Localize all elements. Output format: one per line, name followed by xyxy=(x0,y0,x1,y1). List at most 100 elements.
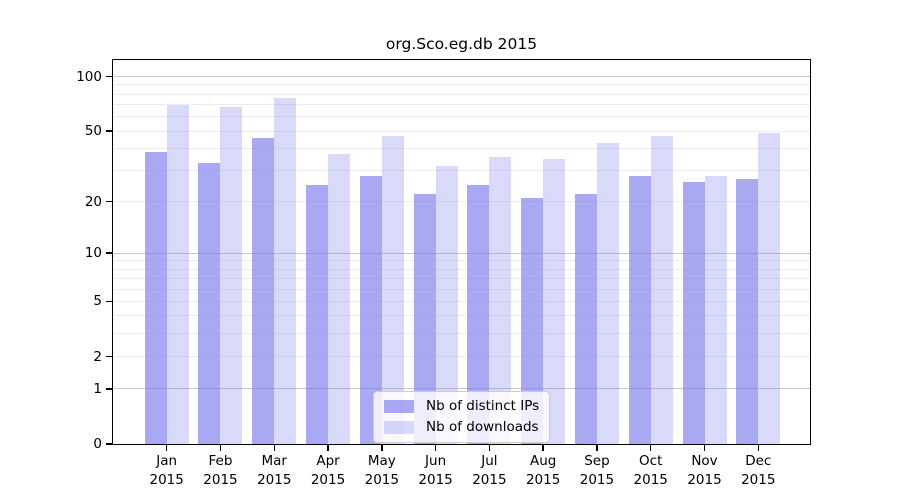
x-tick-label: Jun 2015 xyxy=(404,452,468,490)
bar-downloads-dec xyxy=(758,132,781,444)
x-tick-mark xyxy=(703,445,706,451)
gridline-minor xyxy=(113,130,810,132)
legend-label: Nb of distinct IPs xyxy=(426,398,540,414)
x-tick-year: 2015 xyxy=(310,472,346,488)
plot-area xyxy=(113,60,810,444)
y-tick-mark xyxy=(106,75,113,78)
gridline-minor xyxy=(113,315,810,317)
bar-ips-nov xyxy=(682,181,705,444)
x-tick-mark xyxy=(488,445,491,451)
x-tick-mark xyxy=(650,445,652,451)
x-tick-year: 2015 xyxy=(257,472,292,488)
y-tick-label: 100 xyxy=(76,68,102,85)
x-tick-label: Jul 2015 xyxy=(457,452,521,490)
bar-downloads-jul xyxy=(489,156,512,444)
bar-downloads-nov xyxy=(704,175,727,444)
y-tick-label: 10 xyxy=(84,245,102,262)
bar-downloads-apr xyxy=(328,154,351,444)
x-tick-month: Jul xyxy=(481,453,498,469)
bar-ips-jan xyxy=(144,152,167,444)
x-tick-label: Feb 2015 xyxy=(188,452,252,490)
bar-ips-apr xyxy=(306,184,329,444)
x-tick-mark xyxy=(757,445,759,451)
gridline-minor xyxy=(113,300,810,302)
gridline-minor xyxy=(113,333,810,335)
bar-ips-jul xyxy=(467,184,490,444)
y-tick-label: 2 xyxy=(93,348,102,365)
x-tick-mark xyxy=(327,445,329,451)
bar-ips-oct xyxy=(628,175,651,444)
gridline-minor xyxy=(113,116,810,118)
x-tick-label: Oct 2015 xyxy=(619,452,683,490)
x-tick-year: 2015 xyxy=(741,472,776,488)
bar-ips-mar xyxy=(252,137,275,444)
gridline-minor xyxy=(113,260,810,262)
x-tick-label: Nov 2015 xyxy=(673,452,737,490)
y-tick-label: 50 xyxy=(84,123,102,140)
bar-ips-may xyxy=(359,175,382,444)
y-tick-mark xyxy=(106,388,113,390)
y-tick-mark xyxy=(106,200,113,203)
legend-swatch-downloads xyxy=(384,421,414,434)
bar-ips-aug xyxy=(521,197,544,444)
bar-ips-jun xyxy=(413,194,436,444)
x-tick-label: Dec 2015 xyxy=(726,452,790,490)
x-tick-mark xyxy=(219,445,222,451)
x-tick-month: Mar xyxy=(261,453,287,469)
x-tick-year: 2015 xyxy=(687,472,722,488)
y-tick-mark xyxy=(106,355,113,358)
x-tick-month: Aug xyxy=(529,453,557,469)
x-tick-year: 2015 xyxy=(525,472,561,488)
plot-frame xyxy=(112,59,811,445)
legend-label: Nb of downloads xyxy=(426,419,539,435)
x-tick-month: Nov xyxy=(691,453,718,469)
x-tick-mark xyxy=(542,445,544,451)
x-tick-label: May 2015 xyxy=(350,452,414,490)
x-tick-month: Oct xyxy=(639,453,663,469)
x-tick-mark xyxy=(381,445,383,451)
x-tick-month: Jan xyxy=(156,453,178,469)
y-tick-mark xyxy=(106,443,113,445)
gridline-minor xyxy=(113,170,810,172)
legend-row: Nb of distinct IPs xyxy=(384,398,539,415)
x-tick-label: Sep 2015 xyxy=(565,452,629,490)
y-tick-mark xyxy=(106,300,113,303)
gridline-minor xyxy=(113,268,810,270)
x-tick-mark xyxy=(273,445,275,451)
x-tick-year: 2015 xyxy=(364,472,399,488)
x-tick-year: 2015 xyxy=(472,472,507,488)
gridline-major xyxy=(113,252,810,254)
y-tick-mark xyxy=(106,252,113,254)
x-tick-mark xyxy=(434,445,437,451)
bar-downloads-jun xyxy=(435,165,458,444)
gridline-major xyxy=(113,388,810,390)
x-tick-year: 2015 xyxy=(418,472,453,488)
x-tick-year: 2015 xyxy=(633,472,668,488)
gridline-minor xyxy=(113,201,810,203)
x-tick-month: Jun xyxy=(425,453,447,469)
y-tick-label: 0 xyxy=(93,436,102,452)
bar-downloads-may xyxy=(381,135,404,444)
y-tick-mark xyxy=(106,130,113,132)
bar-ips-sep xyxy=(574,194,597,444)
x-tick-month: Dec xyxy=(745,453,772,469)
x-tick-label: Aug 2015 xyxy=(511,452,575,490)
gridline-minor xyxy=(113,93,810,95)
x-tick-mark xyxy=(166,445,168,451)
chart-title: org.Sco.eg.db 2015 xyxy=(385,35,538,53)
bar-downloads-sep xyxy=(596,142,619,444)
gridline-minor xyxy=(113,288,810,290)
y-tick-label: 20 xyxy=(84,193,102,210)
bar-downloads-oct xyxy=(650,135,673,444)
bar-downloads-jan xyxy=(166,104,189,444)
x-tick-year: 2015 xyxy=(203,472,238,488)
x-tick-label: Jan 2015 xyxy=(135,452,199,490)
gridline-minor xyxy=(113,104,810,106)
x-tick-month: May xyxy=(367,453,396,469)
x-tick-year: 2015 xyxy=(149,472,184,488)
bar-downloads-aug xyxy=(543,158,566,444)
bar-ips-dec xyxy=(736,178,759,444)
gridline-minor xyxy=(113,277,810,279)
gridline-minor xyxy=(113,356,810,358)
